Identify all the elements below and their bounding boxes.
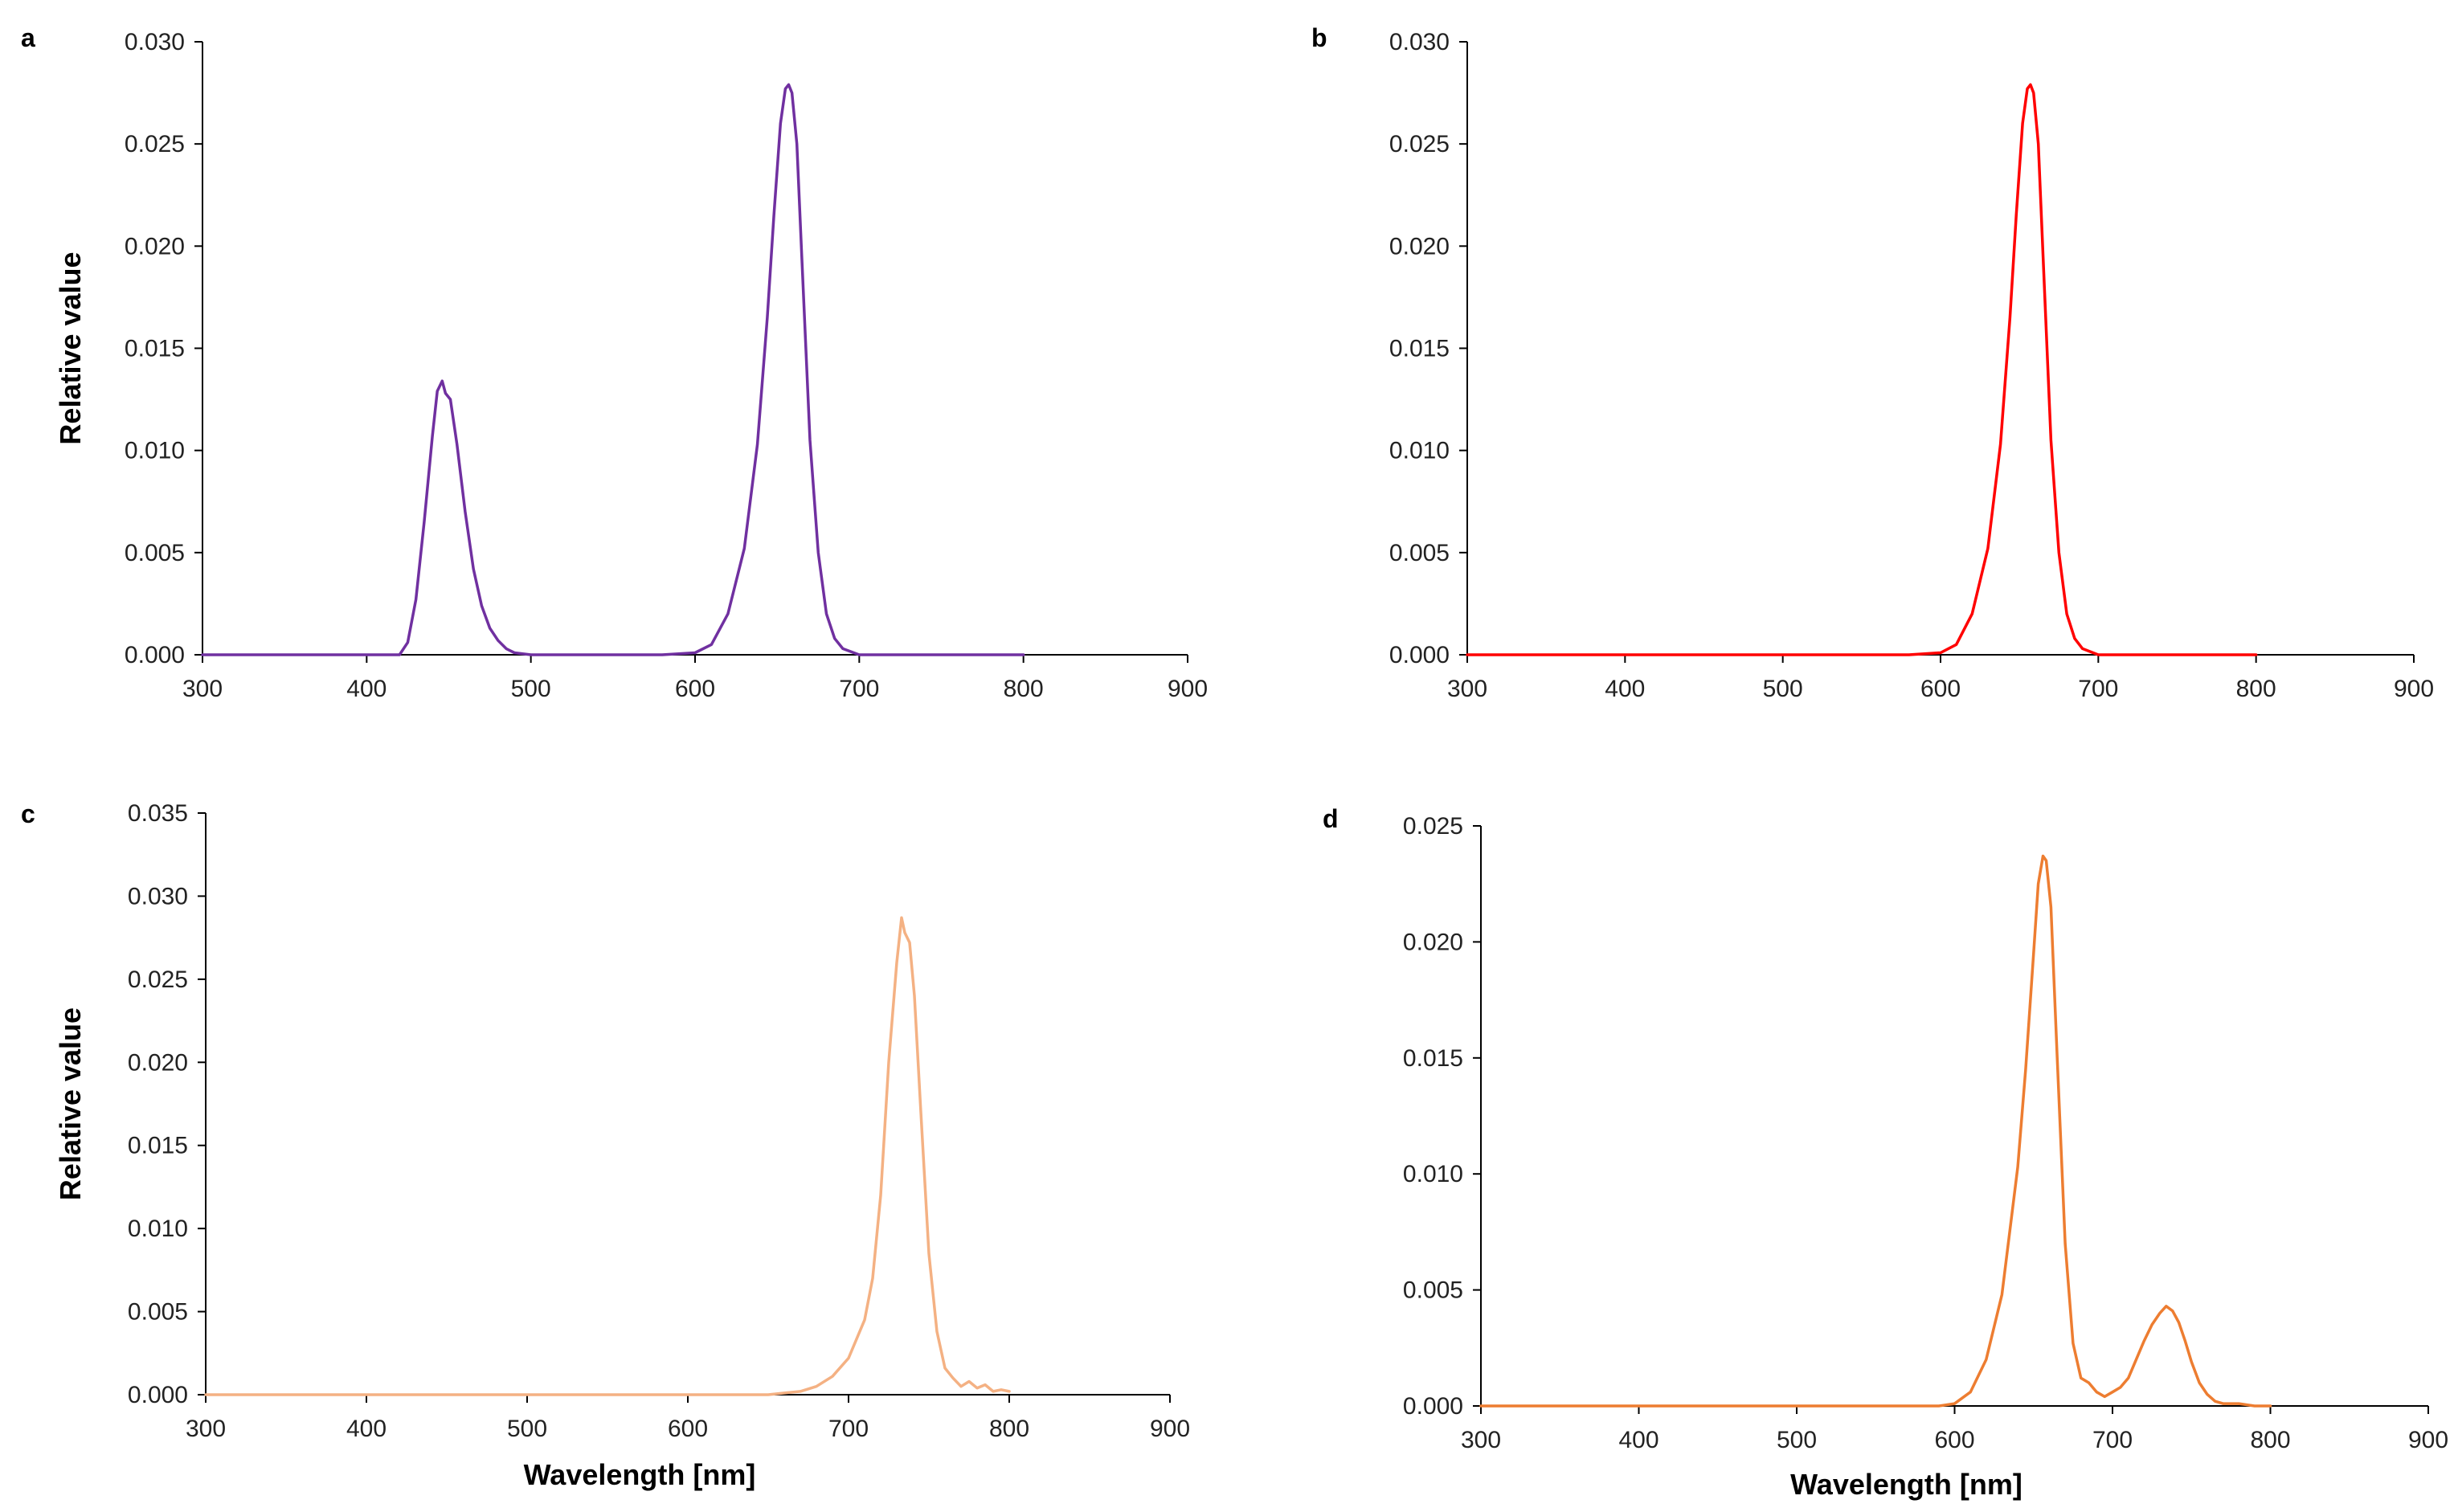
- y-tick-label: 0.000: [125, 642, 185, 668]
- y-tick-label: 0.030: [125, 29, 185, 55]
- series-line-c-0: [204, 916, 1011, 1396]
- x-tick-label: 800: [989, 1416, 1029, 1442]
- series-line-b-0: [1466, 83, 2258, 656]
- y-tick-label: 0.010: [125, 438, 185, 464]
- x-tick-label: 700: [839, 676, 879, 702]
- x-tick-label: 900: [1168, 676, 1208, 702]
- y-tick-label: 0.020: [125, 233, 185, 259]
- panel-label: c: [21, 799, 35, 828]
- x-tick-label: 800: [1004, 676, 1044, 702]
- x-tick-label: 300: [182, 676, 223, 702]
- y-tick-label: 0.015: [1389, 336, 1450, 362]
- y-tick-label: 0.000: [1403, 1393, 1463, 1420]
- y-tick-label: 0.015: [128, 1133, 188, 1159]
- series-line-d-0: [1479, 854, 2272, 1408]
- x-tick-label: 300: [1461, 1427, 1501, 1453]
- x-tick-label: 700: [2092, 1427, 2133, 1453]
- y-tick-label: 0.005: [1403, 1277, 1463, 1304]
- y-tick-label: 0.020: [1389, 233, 1450, 259]
- y-tick-label: 0.025: [125, 131, 185, 157]
- chart-panel-a: a 0.000 0.005 0.010 0.015 0.020 0.025 0.030 300 4…: [21, 23, 1208, 702]
- y-tick-label: 0.005: [1389, 540, 1450, 566]
- y-tick-label: 0.010: [1389, 438, 1450, 464]
- y-tick-label: 0.020: [128, 1049, 188, 1076]
- panel-label: d: [1323, 804, 1339, 833]
- x-tick-label: 700: [828, 1416, 869, 1442]
- x-tick-label: 400: [346, 1416, 387, 1442]
- x-tick-label: 400: [1618, 1427, 1658, 1453]
- chart-panel-c: c 0.000 0.005 0.010 0.015 0.020 0.025 0.030 0.03…: [21, 799, 1190, 1491]
- y-tick-label: 0.005: [125, 540, 185, 566]
- y-tick-label: 0.020: [1403, 929, 1463, 955]
- x-tick-label: 500: [1763, 676, 1803, 702]
- y-tick-label: 0.000: [1389, 642, 1450, 668]
- y-tick-label: 0.025: [128, 966, 188, 993]
- chart-panel-d: d 0.000 0.005 0.010 0.015 0.020 0.025 300 400 500…: [1323, 804, 2448, 1501]
- x-tick-label: 300: [1447, 676, 1487, 702]
- series-line-a-0: [201, 83, 1025, 656]
- x-tick-label: 700: [2078, 676, 2118, 702]
- panel-label: b: [1311, 23, 1327, 52]
- chart-panel-b: b 0.000 0.005 0.010 0.015 0.020 0.025 0.030 300 4…: [1311, 23, 2434, 702]
- x-tick-label: 900: [2408, 1427, 2448, 1453]
- x-axis-title: Wavelength [nm]: [524, 1458, 756, 1491]
- x-tick-label: 900: [1150, 1416, 1190, 1442]
- y-tick-label: 0.030: [128, 883, 188, 909]
- y-axis-title: Relative value: [54, 251, 87, 444]
- y-tick-label: 0.010: [1403, 1161, 1463, 1187]
- y-axis-title: Relative value: [54, 1007, 87, 1200]
- y-tick-label: 0.025: [1389, 131, 1450, 157]
- x-tick-label: 600: [668, 1416, 708, 1442]
- x-tick-label: 800: [2236, 676, 2276, 702]
- x-tick-label: 600: [1934, 1427, 1974, 1453]
- y-tick-label: 0.035: [128, 800, 188, 827]
- x-tick-label: 500: [1777, 1427, 1817, 1453]
- x-tick-label: 800: [2250, 1427, 2290, 1453]
- x-tick-label: 900: [2394, 676, 2434, 702]
- y-tick-label: 0.015: [1403, 1045, 1463, 1072]
- x-tick-label: 600: [675, 676, 715, 702]
- y-tick-label: 0.005: [128, 1299, 188, 1326]
- x-tick-label: 600: [1920, 676, 1961, 702]
- x-tick-label: 300: [186, 1416, 226, 1442]
- x-tick-label: 400: [346, 676, 387, 702]
- panel-label: a: [21, 23, 35, 52]
- y-tick-label: 0.000: [128, 1382, 188, 1408]
- x-tick-label: 500: [511, 676, 551, 702]
- x-tick-label: 500: [507, 1416, 547, 1442]
- y-tick-label: 0.030: [1389, 29, 1450, 55]
- y-tick-label: 0.025: [1403, 813, 1463, 840]
- x-tick-label: 400: [1605, 676, 1645, 702]
- x-axis-title: Wavelength [nm]: [1790, 1468, 2023, 1501]
- y-tick-label: 0.015: [125, 336, 185, 362]
- y-tick-label: 0.010: [128, 1216, 188, 1242]
